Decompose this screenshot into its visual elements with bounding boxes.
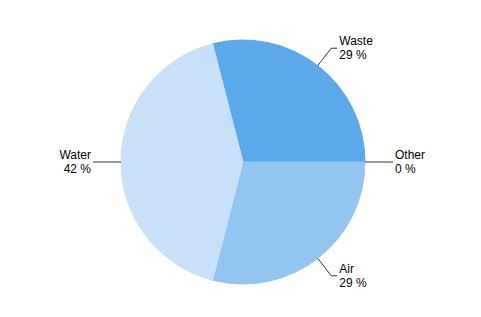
- svg-text:42 %: 42 %: [64, 162, 92, 176]
- svg-text:Air: Air: [339, 262, 354, 276]
- svg-text:29 %: 29 %: [339, 276, 367, 290]
- svg-text:29 %: 29 %: [339, 48, 367, 62]
- svg-text:0 %: 0 %: [395, 162, 416, 176]
- svg-text:Waste: Waste: [339, 34, 373, 48]
- svg-text:Other: Other: [395, 148, 425, 162]
- svg-text:Water: Water: [59, 148, 91, 162]
